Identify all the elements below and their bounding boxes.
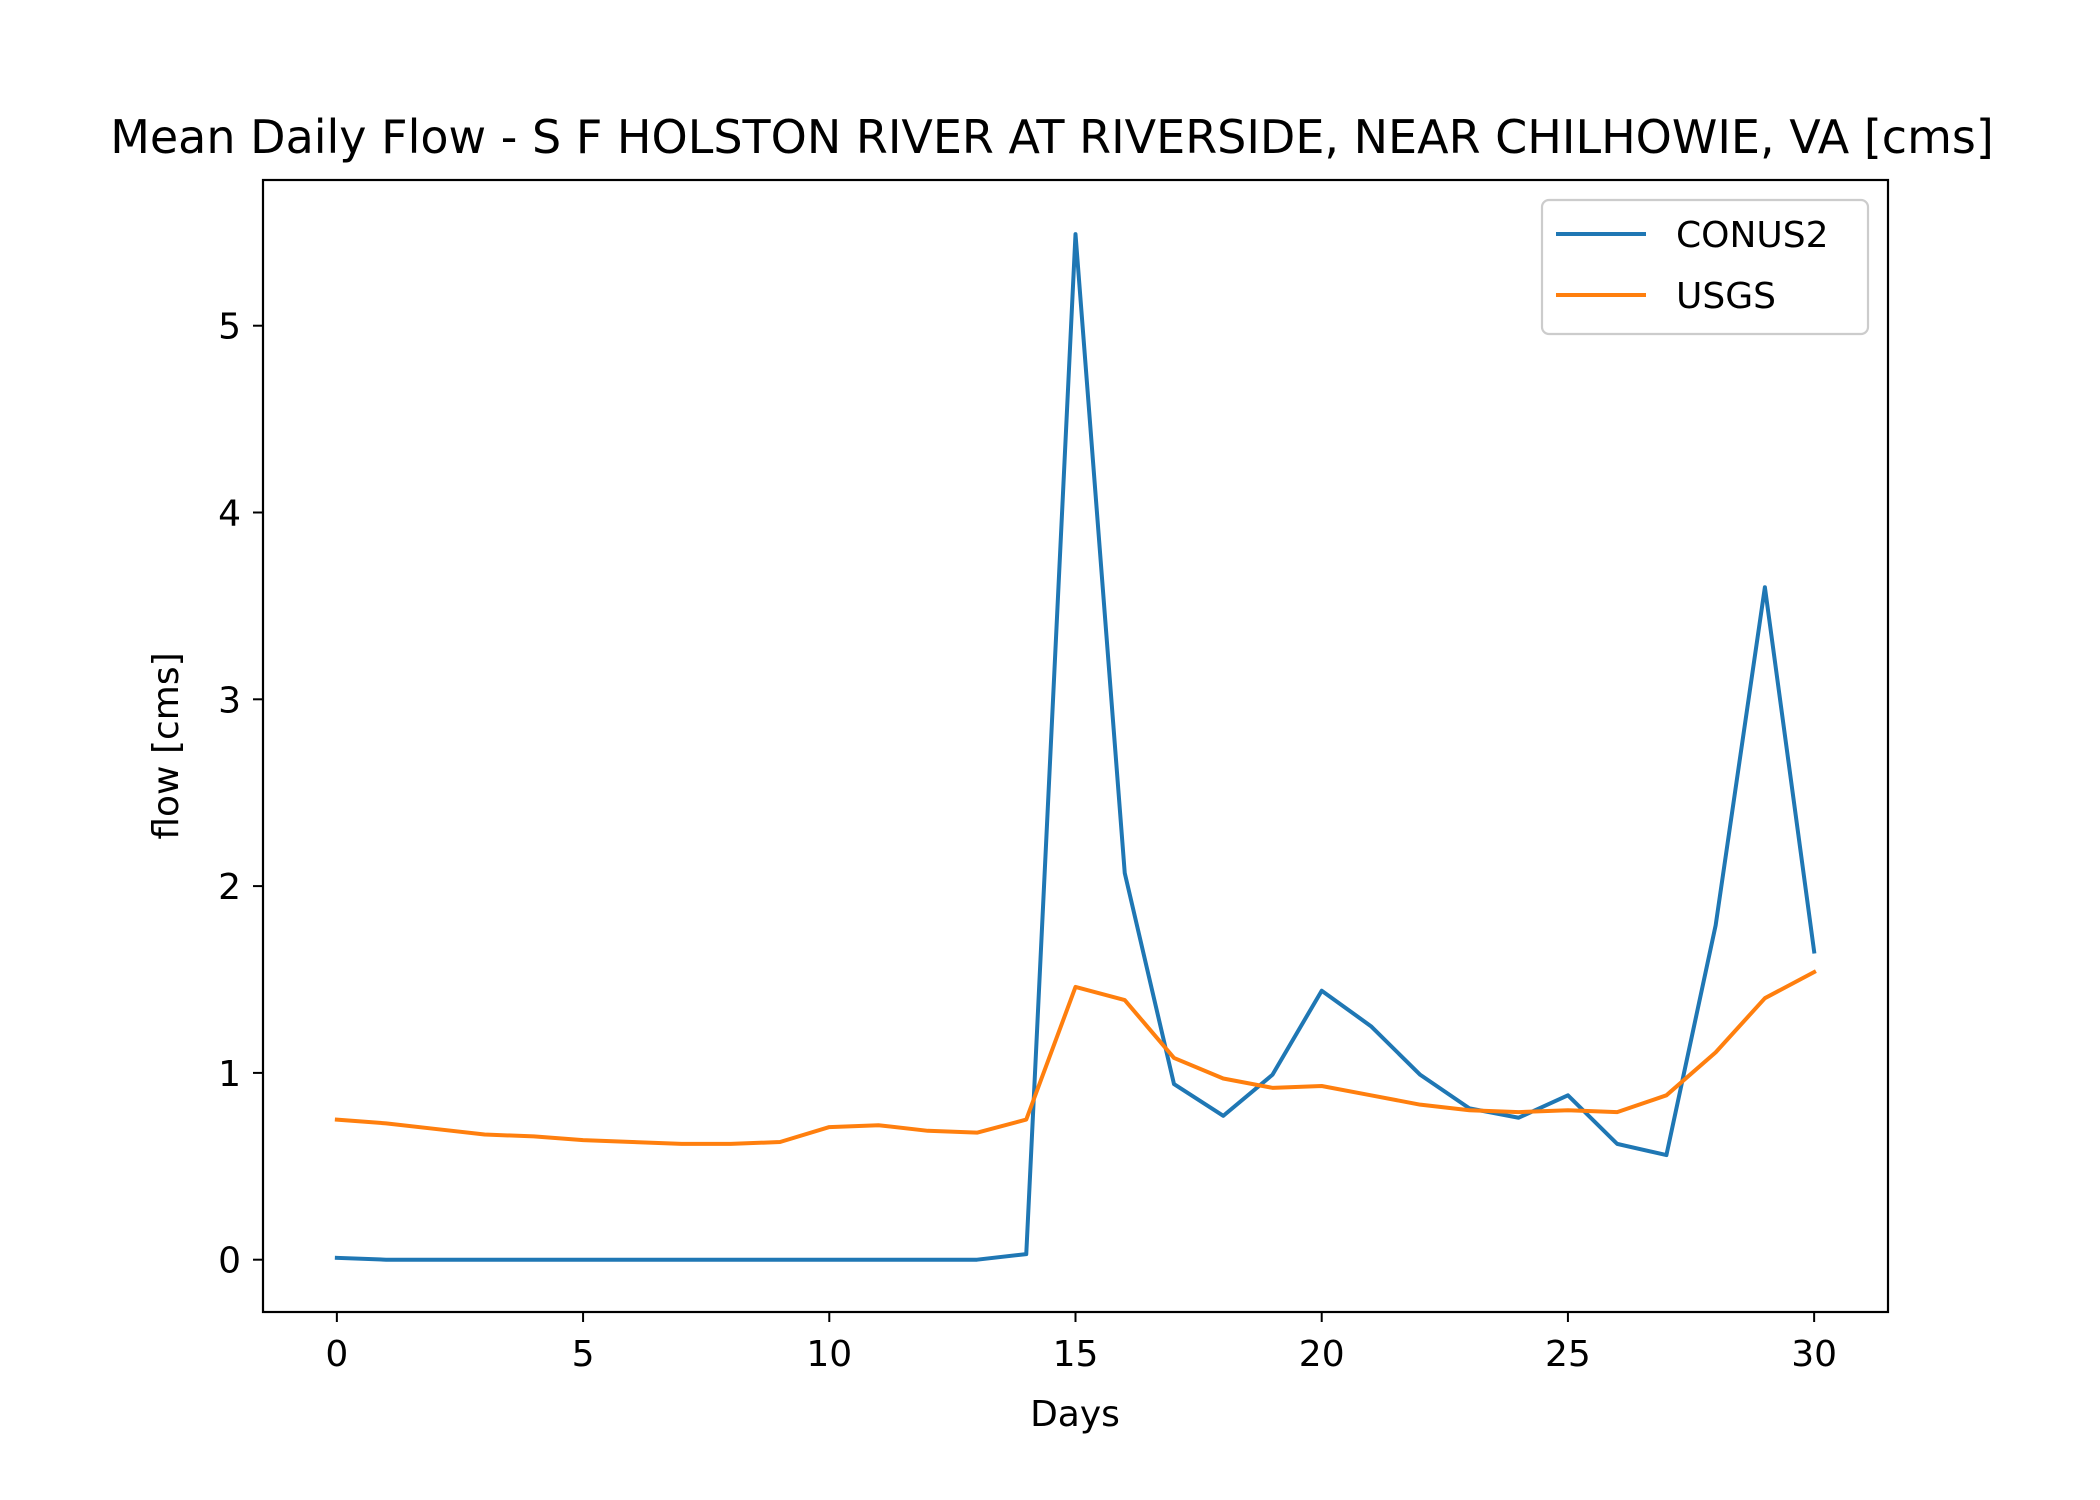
series-layer bbox=[334, 232, 1817, 1262]
y-tick-label: 0 bbox=[218, 1241, 241, 1282]
legend: CONUS2 USGS bbox=[1540, 198, 1870, 336]
legend-label-usgs: USGS bbox=[1676, 276, 1776, 317]
x-axis-label: Days bbox=[1030, 1394, 1120, 1435]
y-tick-label: 1 bbox=[218, 1054, 241, 1095]
x-tick-label: 0 bbox=[325, 1334, 348, 1375]
x-axis: 0 5 10 15 20 25 30 bbox=[325, 1312, 1837, 1375]
y-tick-label: 3 bbox=[218, 680, 241, 721]
series-line-conus2 bbox=[334, 232, 1817, 1262]
x-tick-label: 15 bbox=[1053, 1334, 1099, 1375]
y-tick-label: 4 bbox=[218, 494, 241, 535]
chart-title: Mean Daily Flow - S F HOLSTON RIVER AT R… bbox=[110, 110, 1994, 164]
y-tick-label: 5 bbox=[218, 307, 241, 348]
x-tick-label: 5 bbox=[572, 1334, 595, 1375]
x-tick-label: 25 bbox=[1545, 1334, 1591, 1375]
x-tick-label: 20 bbox=[1299, 1334, 1345, 1375]
x-tick-label: 30 bbox=[1791, 1334, 1837, 1375]
y-axis-label: flow [cms] bbox=[146, 652, 187, 839]
y-tick-label: 2 bbox=[218, 867, 241, 908]
y-axis: 0 1 2 3 4 5 bbox=[218, 307, 263, 1282]
x-tick-label: 10 bbox=[806, 1334, 852, 1375]
legend-label-conus2: CONUS2 bbox=[1676, 215, 1829, 256]
series-line-usgs bbox=[334, 969, 1817, 1146]
